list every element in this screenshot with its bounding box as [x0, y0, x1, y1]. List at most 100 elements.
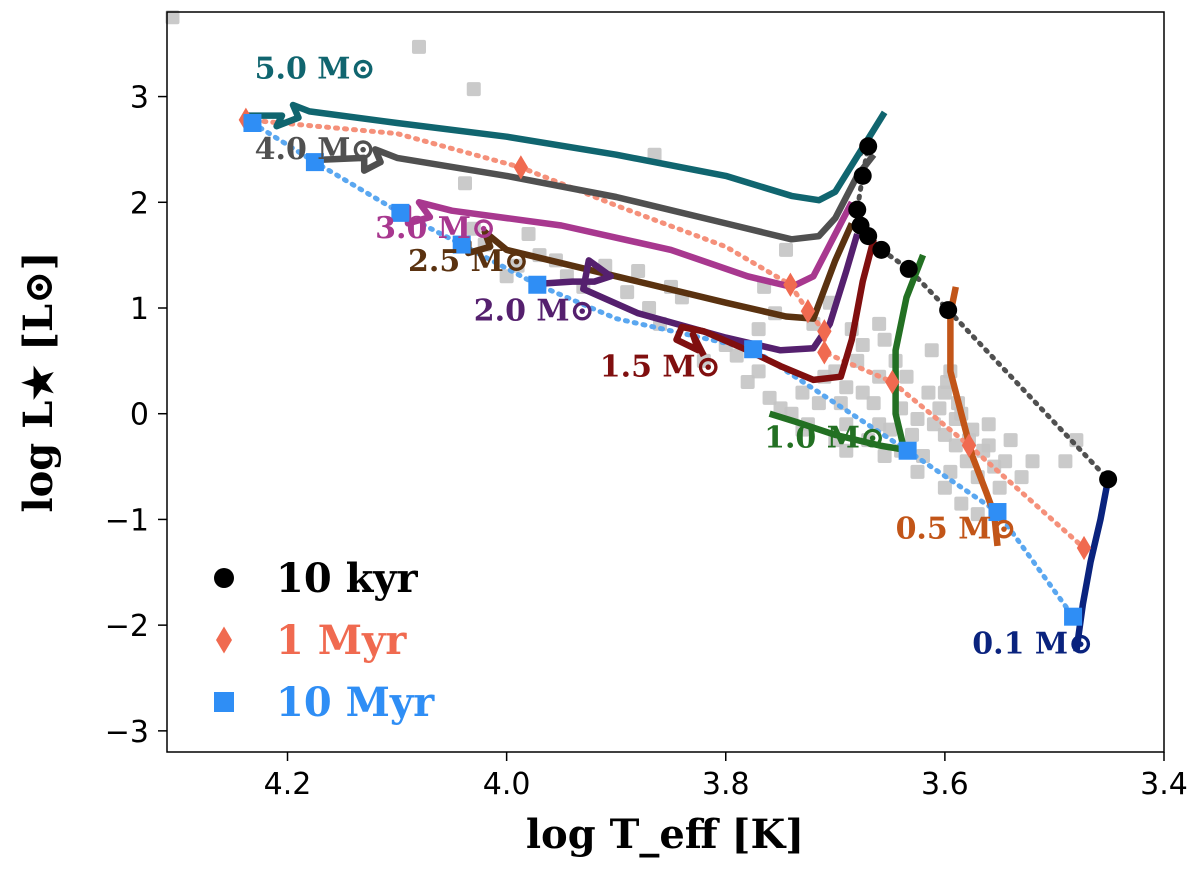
- legend-marker-10-myr: [214, 692, 234, 712]
- observed-star-point: [1025, 454, 1040, 469]
- isochrone-marker-10-kyr: [853, 166, 872, 185]
- observed-star-point: [954, 496, 969, 511]
- observed-star-point: [411, 39, 426, 54]
- observed-star-point: [998, 454, 1013, 469]
- isochrone-marker-10-kyr: [939, 301, 958, 320]
- observed-stars-layer: [165, 10, 1084, 522]
- observed-star-point: [729, 348, 744, 363]
- x-tick-label: 3.6: [921, 767, 969, 802]
- observed-star-point: [948, 438, 963, 453]
- isochrone-line-1-myr: [243, 117, 1087, 551]
- observed-star-point: [932, 401, 947, 416]
- track-label-3-0-m: 3.0 M⊙: [375, 211, 496, 246]
- observed-star-point: [910, 412, 925, 426]
- y-tick-label: 3: [130, 81, 149, 116]
- observed-star-point: [910, 464, 925, 479]
- observed-star-point: [762, 390, 777, 405]
- isochrone-marker-10-kyr: [848, 200, 867, 219]
- isochrone-marker-10-kyr: [859, 137, 878, 156]
- track-labels-layer: 5.0 M⊙ 4.0 M⊙ 3.0 M⊙2.5 M⊙ 2.0 M⊙1.5 M⊙ 1.0 …: [255, 52, 1094, 662]
- y-tick-label: −2: [105, 609, 149, 644]
- observed-star-point: [915, 449, 930, 463]
- observed-star-point: [872, 316, 887, 331]
- isochrone-marker-10-kyr: [859, 227, 878, 246]
- legend-label-10-myr: 10 Myr: [276, 679, 435, 726]
- isochrone-marker-10-kyr: [872, 240, 891, 259]
- track-label-5-0-m: 5.0 M⊙: [255, 52, 376, 87]
- observed-star-point: [872, 417, 887, 432]
- observed-star-point: [883, 422, 898, 437]
- track-label-1-5-m: 1.5 M⊙: [600, 350, 721, 385]
- isochrone-marker-10-myr: [243, 114, 262, 132]
- observed-star-point: [510, 258, 525, 273]
- observed-star-point: [866, 396, 881, 411]
- isochrone-marker-10-myr: [452, 235, 471, 254]
- isochrone-marker-10-kyr: [1099, 470, 1118, 489]
- observed-star-point: [466, 82, 481, 97]
- evolutionary-tracks-layer: [243, 101, 1112, 653]
- isochrone-marker-1-myr: [1076, 535, 1092, 561]
- x-axis-label: log T_eff [K]: [526, 811, 804, 858]
- track-2-0-m: [539, 233, 861, 354]
- observed-star-point: [1003, 433, 1018, 448]
- track-0-1-m: [1073, 478, 1112, 653]
- track-5-0-m: [243, 101, 888, 204]
- observed-star-point: [937, 385, 952, 400]
- observed-star-point: [937, 480, 952, 495]
- y-tick-label: −1: [105, 503, 149, 538]
- isochrone-marker-1-myr: [783, 272, 798, 297]
- observed-star-point: [642, 301, 657, 315]
- observed-star-point: [795, 385, 810, 400]
- isochrone-marker-1-myr: [885, 369, 900, 395]
- observed-star-point: [924, 343, 939, 358]
- isochrone-marker-10-myr: [305, 153, 324, 172]
- track-label-0-5-m: 0.5 M⊙: [896, 511, 1017, 546]
- track-3-0-m: [390, 199, 855, 291]
- observed-star-point: [466, 221, 481, 236]
- observed-star-point: [740, 375, 755, 389]
- isochrone-markers-layer: [238, 107, 1118, 626]
- observed-star-point: [779, 242, 794, 257]
- isochrone-marker-10-myr: [391, 203, 410, 222]
- isochrone-marker-10-myr: [898, 441, 917, 460]
- isochrone-marker-10-kyr: [899, 259, 918, 278]
- observed-star-point: [970, 507, 985, 522]
- observed-star-point: [773, 401, 788, 416]
- y-tick-label: −3: [105, 715, 149, 750]
- observed-star-point: [696, 353, 711, 368]
- x-tick-label: 3.4: [1140, 767, 1188, 802]
- y-tick-label: 2: [130, 186, 149, 221]
- observed-star-point: [899, 369, 914, 384]
- observed-star-point: [877, 332, 892, 347]
- observed-star-point: [751, 364, 766, 379]
- observed-star-point: [458, 176, 473, 191]
- observed-star-point: [839, 417, 854, 432]
- isochrone-marker-10-myr: [744, 340, 763, 359]
- y-tick-label: 0: [130, 398, 149, 433]
- observed-star-point: [981, 417, 996, 432]
- isochrone-marker-10-myr: [528, 275, 547, 294]
- plot-frame: [166, 11, 1165, 753]
- isochrone-marker-1-myr: [817, 319, 832, 344]
- observed-star-point: [839, 443, 854, 458]
- observed-star-point: [855, 338, 870, 352]
- y-axis-label: log L★ [L⊙]: [15, 251, 62, 512]
- legend-label-10-kyr: 10 kyr: [276, 555, 419, 602]
- x-tick-label: 4.0: [483, 767, 531, 802]
- track-label-2-5-m: 2.5 M⊙: [408, 244, 529, 279]
- isochrone-line-10-myr: [250, 120, 1076, 620]
- legend-label-1-myr: 1 Myr: [276, 617, 407, 664]
- observed-star-point: [521, 227, 536, 241]
- legend-marker-1-myr: [216, 626, 232, 654]
- isochrone-marker-1-myr: [817, 340, 832, 365]
- isochrone-marker-1-myr: [961, 433, 977, 458]
- track-label-1-0-m: 1.0 M⊙: [764, 421, 885, 456]
- observed-star-point: [1014, 470, 1029, 485]
- observed-star-point: [981, 438, 996, 453]
- observed-star-point: [992, 480, 1007, 495]
- isochrone-marker-10-myr: [1064, 607, 1083, 626]
- observed-star-point: [921, 385, 936, 400]
- isochrone-marker-10-myr: [988, 503, 1007, 522]
- y-tick-label: 1: [130, 292, 149, 327]
